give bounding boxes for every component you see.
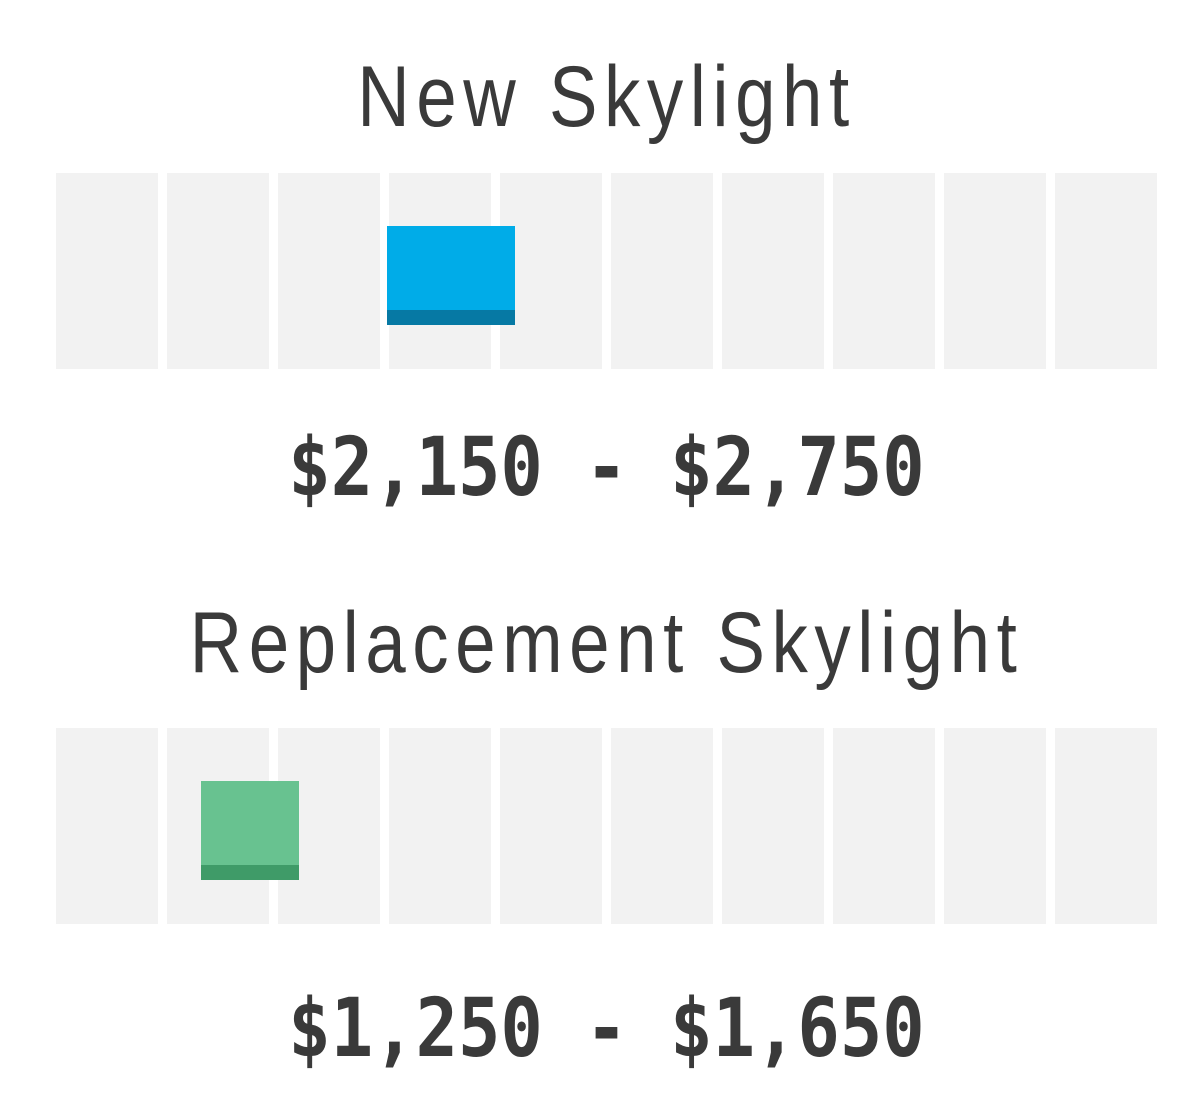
track-segment [500,728,602,924]
track-segment [611,728,713,924]
track-segment [833,173,935,369]
track-segment [1055,173,1157,369]
chart-title-new-skylight: New Skylight [357,49,856,145]
track-segment [278,173,380,369]
track-segment [722,173,824,369]
track-segment [722,728,824,924]
price-scale-track-replacement-skylight [56,728,1157,924]
price-range-label-new-skylight: $2,150 - $2,750 [288,421,925,515]
price-range-label-replacement-skylight: $1,250 - $1,650 [288,982,925,1076]
price-range-bar [387,226,516,325]
track-segment [611,173,713,369]
track-segment [167,173,269,369]
track-segment [944,173,1046,369]
track-segment [56,728,158,924]
price-range-bar-accent [201,865,300,880]
track-segment [944,728,1046,924]
price-range-bar [201,781,300,880]
track-segment [56,173,158,369]
price-scale-track-new-skylight [56,173,1157,369]
track-segment [833,728,935,924]
chart-title-replacement-skylight: Replacement Skylight [189,595,1024,691]
track-segment [500,173,602,369]
price-range-bar-accent [387,310,516,325]
track-segment [1055,728,1157,924]
track-segment [389,728,491,924]
